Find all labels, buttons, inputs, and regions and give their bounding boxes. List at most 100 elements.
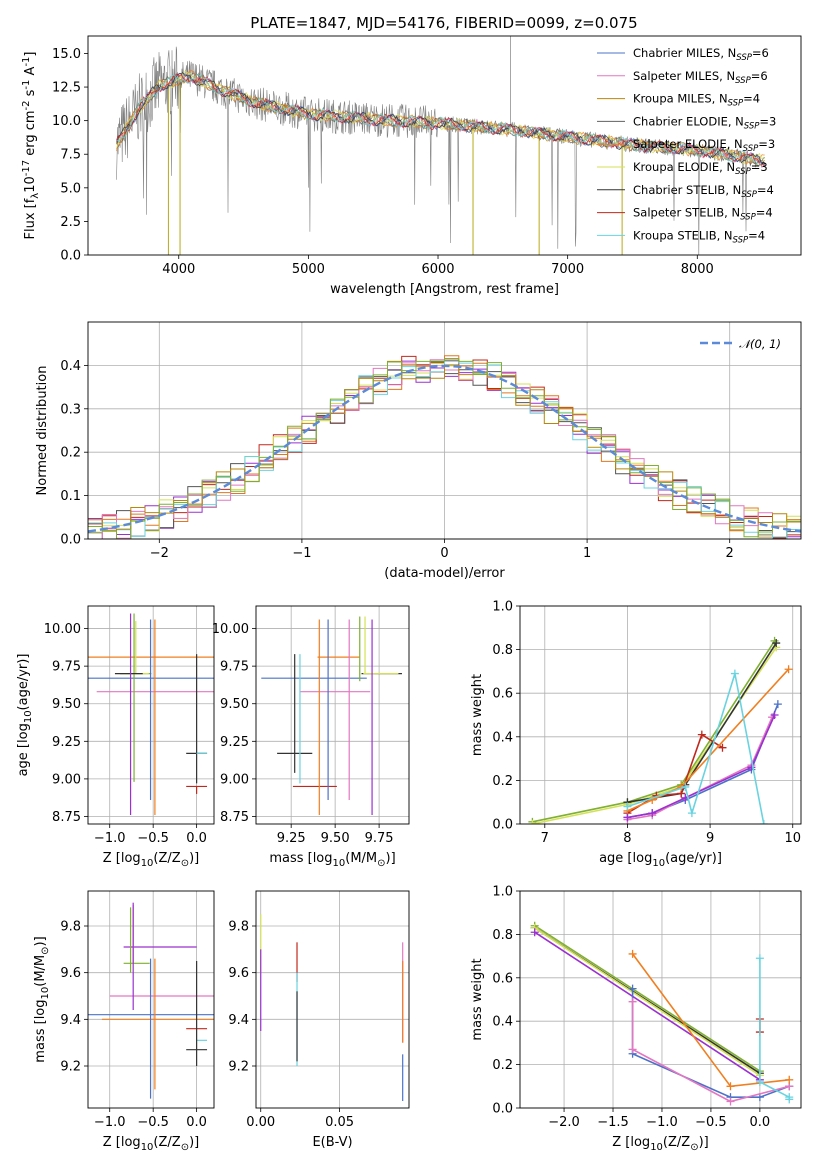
point-marker	[785, 1075, 794, 1084]
point-marker	[687, 809, 696, 818]
y-tick-label: 9.6	[228, 966, 249, 981]
x-axis-label: E(B-V)	[312, 1135, 352, 1150]
y-axis-label: mass weight	[470, 958, 485, 1040]
x-tick-label: 8	[623, 831, 631, 846]
y-tick-label: 9.25	[52, 735, 81, 750]
y-tick-label: 1.0	[492, 600, 513, 615]
mass-weight-line	[631, 1001, 790, 1103]
point-marker	[623, 813, 632, 822]
plot-area	[260, 914, 404, 1101]
legend-text: =3	[751, 160, 768, 174]
legend-label: Salpeter ELODIE, NSSP=3	[633, 137, 775, 154]
y-tick-label: 0.3	[60, 402, 81, 417]
point-marker	[628, 984, 637, 993]
x-tick-label: 7000	[551, 262, 584, 277]
y-tick-label: 9.4	[228, 1013, 249, 1028]
x-tick-label: −1.5	[597, 1115, 629, 1130]
label-part: ⊙	[690, 1142, 698, 1153]
x-tick-label: 0.05	[325, 1115, 354, 1130]
y-tick-label: 0.2	[492, 774, 513, 789]
y-tick-label: 5.0	[60, 181, 81, 196]
y-axis-label: age [log10(age/yr)]	[16, 654, 34, 777]
x-tick-label: 9.25	[277, 831, 306, 846]
y-tick-label: 0.0	[60, 249, 81, 264]
label-part: mass [log	[33, 999, 48, 1062]
y-tick-label: 10.0	[52, 114, 81, 129]
label-part: ⊙	[40, 946, 51, 954]
label-part: )]	[33, 936, 48, 946]
label-part: ⊙	[181, 858, 189, 869]
point-marker	[718, 743, 727, 752]
y-tick-label: 9.4	[60, 1013, 81, 1028]
mass-weight-line	[534, 931, 761, 1081]
y-tick-label: 0.0	[492, 818, 513, 833]
point-marker	[759, 820, 768, 824]
point-marker	[528, 820, 537, 824]
y-tick-label: 1.0	[492, 885, 513, 900]
label-part: λ	[30, 193, 41, 199]
y-tick-label: 10.00	[44, 622, 81, 637]
legend-label: 𝒩(0, 1)	[739, 337, 781, 351]
x-tick-label: 2	[726, 546, 734, 561]
x-tick-label: −0.5	[137, 1115, 169, 1130]
point-marker	[681, 782, 690, 791]
legend-label: Salpeter STELIB, NSSP=4	[633, 206, 773, 223]
y-tick-label: 8.75	[52, 810, 81, 825]
y-tick-label: 9.75	[220, 660, 249, 675]
legend-sub: SSP	[741, 190, 757, 200]
plot-area	[88, 902, 214, 1099]
mass-vs-z-axes: −1.0 −0.5 0.09.29.49.69.8Z [log10(Z/Z⊙)]ma…	[33, 890, 215, 1153]
axes-frame	[519, 605, 802, 825]
point-marker	[785, 1095, 794, 1104]
label-part: Z [log	[612, 1135, 650, 1150]
age-vs-z-axes: −1.0 −0.5 0.0 8.75 9.00 9.25 9.50 9.75 10.00 Z [l…	[16, 605, 215, 869]
x-tick-label: −1.0	[646, 1115, 678, 1130]
model-fit-line	[116, 73, 765, 166]
legend-sub: SSP	[736, 53, 752, 63]
x-tick-label: −2.0	[548, 1115, 580, 1130]
label-part: (Z/Z	[153, 1135, 180, 1150]
label-part: 10	[650, 1142, 663, 1153]
y-tick-label: 0.0	[492, 1102, 513, 1117]
label-part: 10	[23, 710, 34, 723]
label-part: mass weight	[470, 674, 485, 756]
plot-area	[530, 921, 794, 1106]
y-tick-label: 8.75	[220, 810, 249, 825]
y-tick-label: 9.50	[52, 697, 81, 712]
label-part: (M/M	[345, 851, 377, 866]
x-tick-label: −0.5	[695, 1115, 727, 1130]
plot-area	[88, 355, 801, 539]
y-axis-label: mass weight	[470, 674, 485, 756]
weight-vs-z-axes: −2.0 −1.5 −1.0 −0.5 0.0 0.0 0.2 0.4 0.6 0.8 1.0 Z […	[470, 885, 802, 1153]
label-part: erg cm	[23, 110, 38, 159]
age-vs-mass-axes: 9.25 9.50 9.75 8.75 9.00 9.25 9.50 9.75 10.00 mas…	[212, 605, 410, 869]
y-tick-label: 9.2	[228, 1060, 249, 1075]
label-part: (Z/Z	[153, 851, 180, 866]
y-tick-label: 0.2	[60, 446, 81, 461]
label-part: -1	[21, 80, 32, 90]
label-part: 10	[40, 987, 51, 1000]
label-part: age [log	[16, 723, 31, 776]
legend-text: =6	[751, 69, 768, 83]
y-tick-label: 7.5	[60, 148, 81, 163]
mass-weight-line	[534, 925, 761, 1072]
legend-label: Chabrier MILES, NSSP=6	[633, 46, 769, 63]
legend-text: Chabrier ELODIE, N	[633, 114, 744, 128]
point-marker	[648, 809, 657, 818]
legend-label: Salpeter MILES, NSSP=6	[633, 69, 768, 86]
label-part: ⊙	[377, 858, 385, 869]
plot-area	[88, 613, 214, 815]
y-tick-label: 0.8	[492, 643, 513, 658]
legend-label: Kroupa MILES, NSSP=4	[633, 92, 760, 109]
y-tick-label: 0.0	[60, 533, 81, 548]
x-tick-label: 9.75	[365, 831, 394, 846]
model-fit-line	[116, 71, 766, 165]
y-tick-label: 0.4	[492, 1015, 513, 1030]
point-marker	[726, 1082, 735, 1091]
label-part: (M/M	[33, 955, 48, 987]
label-part: ⊙	[181, 1142, 189, 1153]
label-part: 10	[23, 176, 38, 193]
label-part: -1	[21, 57, 32, 67]
label-part: s	[23, 89, 38, 100]
